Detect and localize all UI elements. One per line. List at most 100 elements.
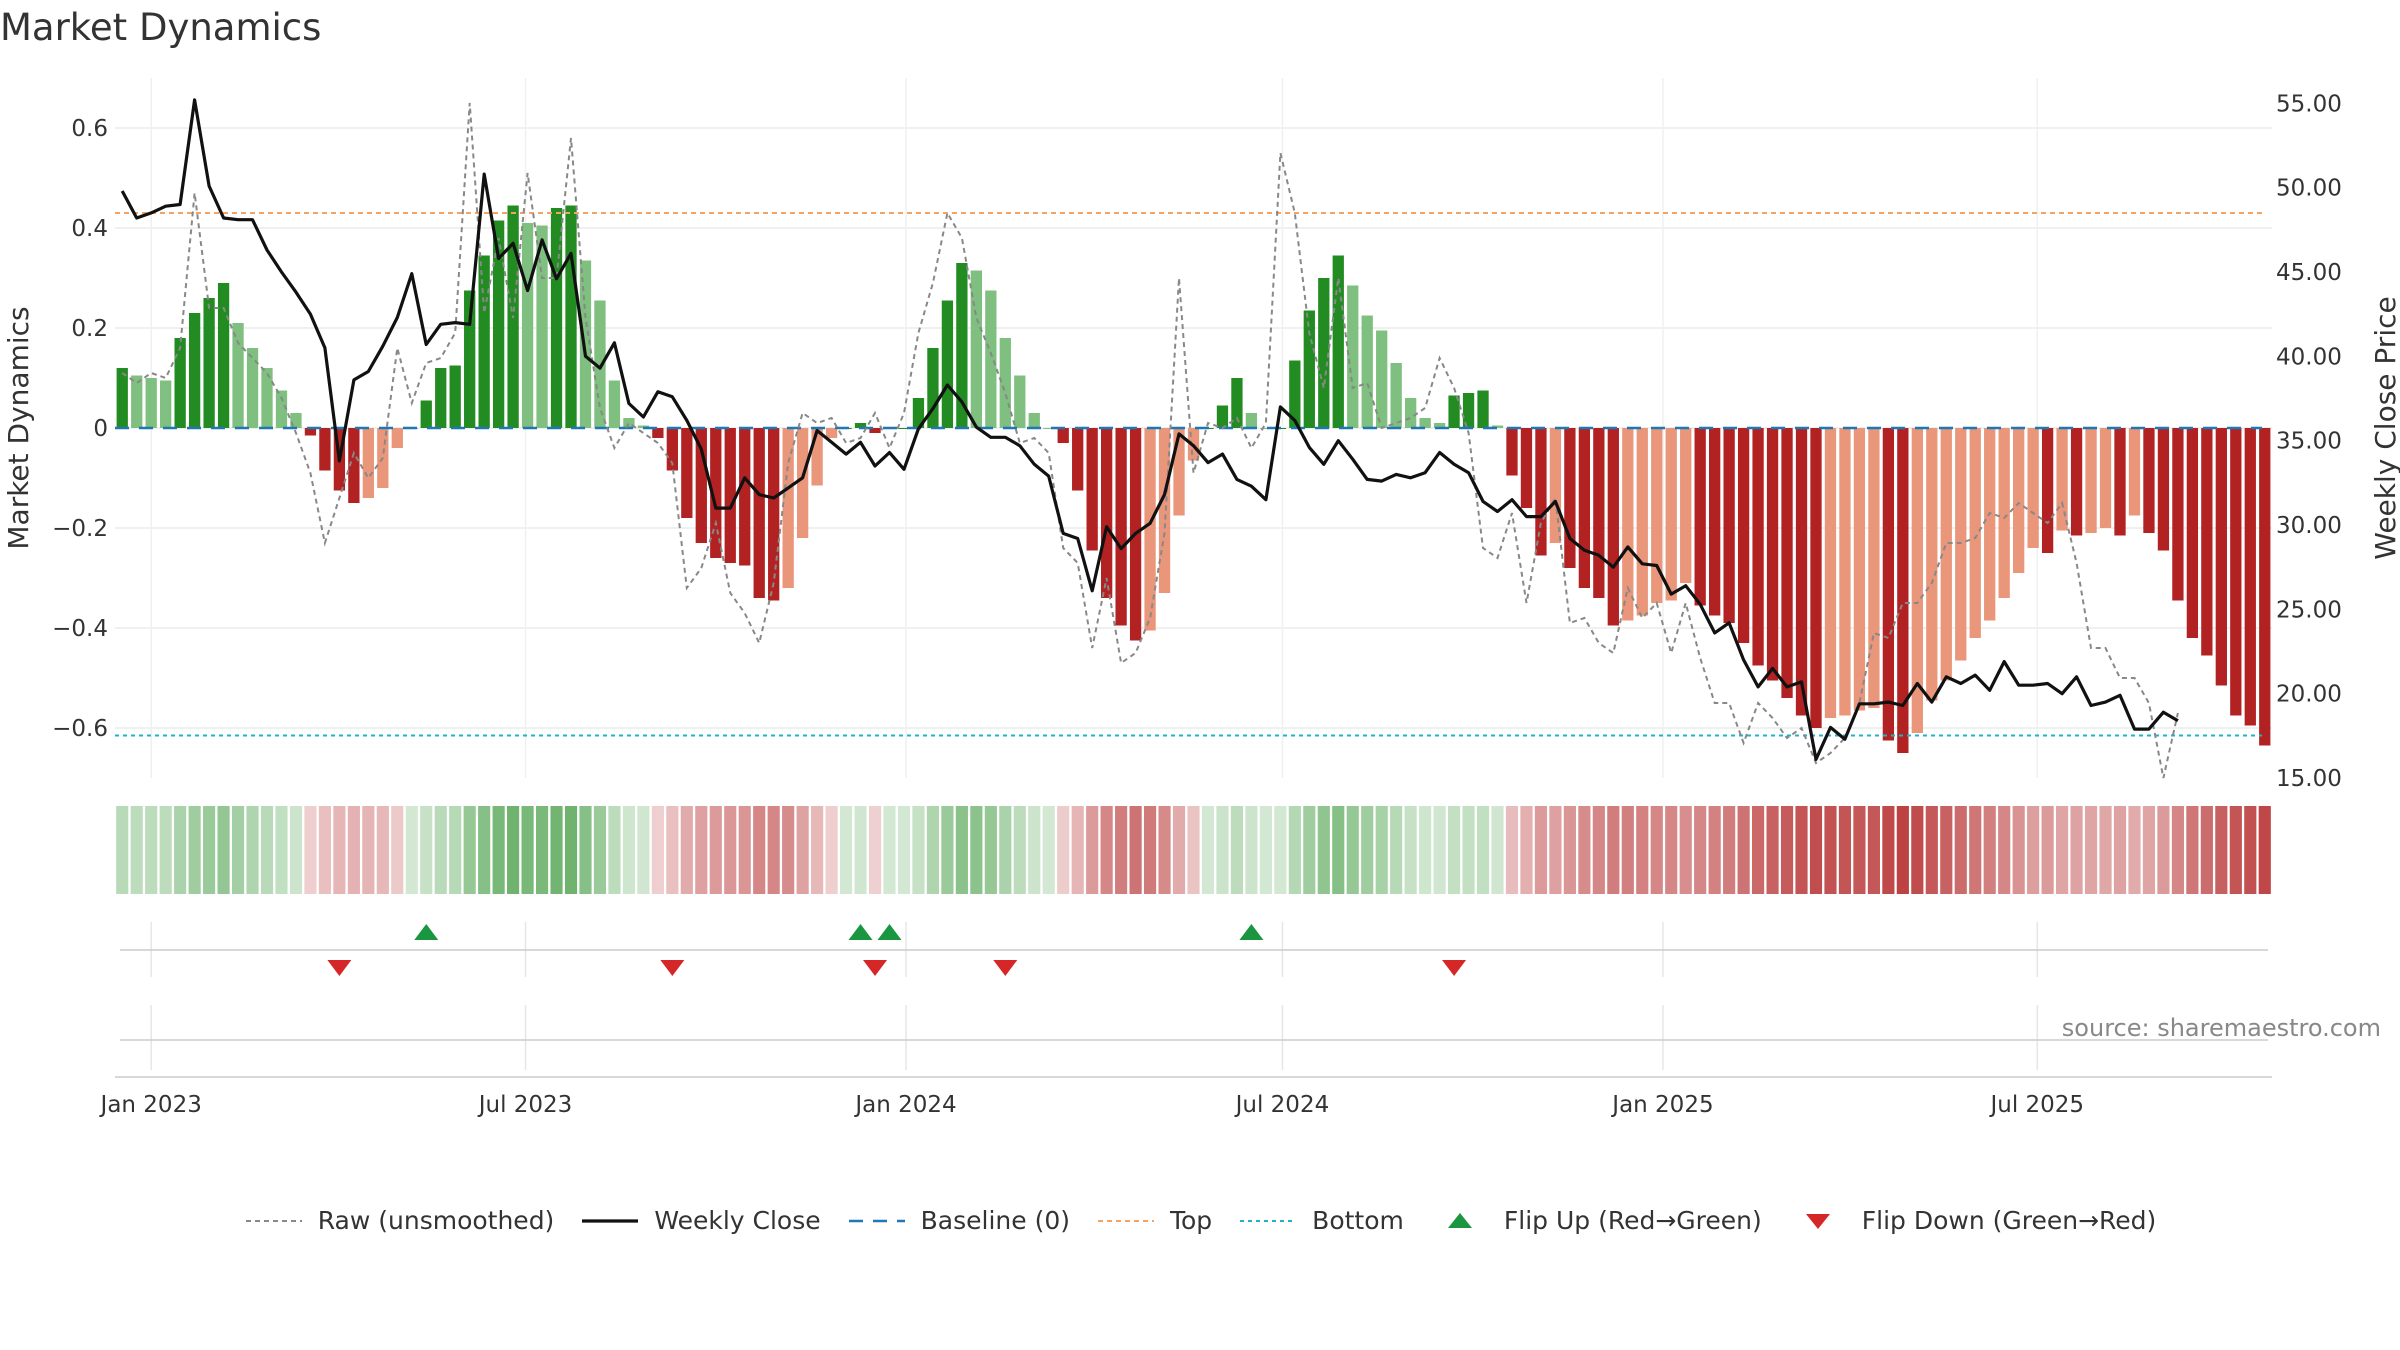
regime-cell <box>1708 806 1721 894</box>
regime-cell <box>1592 806 1605 894</box>
regime-cell <box>1954 806 1967 894</box>
legend-swatch-close <box>582 1218 639 1223</box>
raw-line <box>121 102 2179 779</box>
regime-cell <box>2215 806 2228 894</box>
regime-cell <box>304 806 317 894</box>
legend-item-flip_up: Flip Up (Red→Green) <box>1430 1206 1762 1235</box>
momentum-bar <box>1289 360 1301 428</box>
regime-cell <box>1172 806 1186 894</box>
legend-label: Weekly Close <box>654 1206 821 1235</box>
page-title: Market Dynamics <box>0 6 322 49</box>
regime-cell <box>1086 806 1099 894</box>
momentum-bar <box>1709 428 1721 616</box>
regime-cell <box>579 806 592 894</box>
regime-cell <box>1983 806 1996 894</box>
momentum-bar <box>579 260 592 428</box>
momentum-bar <box>1636 428 1648 616</box>
momentum-bar <box>1897 428 1909 753</box>
momentum-bar <box>2070 428 2083 536</box>
momentum-bar <box>1448 395 1460 428</box>
momentum-bar <box>1824 428 1837 718</box>
regime-cell <box>1187 806 1200 894</box>
momentum-bar <box>1260 428 1272 429</box>
momentum-bar <box>1723 428 1735 623</box>
momentum-bar <box>261 368 273 428</box>
momentum-bar <box>275 390 288 428</box>
regime-cell <box>2084 806 2098 894</box>
momentum-bar <box>811 428 823 486</box>
regime-cell <box>651 806 664 894</box>
regime-cell <box>695 806 708 894</box>
regime-cell <box>1274 806 1287 894</box>
legend-label: Baseline (0) <box>920 1206 1070 1235</box>
regime-cell <box>868 806 882 894</box>
momentum-bar <box>1911 428 1923 733</box>
momentum-bar <box>1752 428 1764 666</box>
regime-cell <box>1317 806 1330 894</box>
regime-cell <box>405 806 418 894</box>
momentum-bar <box>2099 428 2112 528</box>
regime-cell <box>1607 806 1620 894</box>
regime-cell <box>1390 806 1403 894</box>
momentum-bar <box>1361 315 1373 428</box>
momentum-bar <box>768 428 780 601</box>
regime-cell <box>391 806 404 894</box>
momentum-bar <box>956 263 968 428</box>
regime-cell <box>2070 806 2083 894</box>
momentum-bar <box>2201 428 2213 656</box>
regime-cell <box>709 806 722 894</box>
regime-cell <box>1158 806 1171 894</box>
momentum-bar <box>2128 428 2141 516</box>
momentum-bar <box>1969 428 1981 638</box>
axes: 0.6 0.4 0.2 0 −0.2 −0.4 −0.6 55.00 50.00 45.00 40.… <box>52 91 2342 792</box>
regime-cell <box>1679 806 1692 894</box>
momentum-bar <box>1419 418 1431 428</box>
momentum-bar <box>2027 428 2039 548</box>
legend-label: Bottom <box>1312 1206 1404 1235</box>
x-axis: Jan 2023 Jul 2023 Jan 2024 Jul 2024 Jan 2025… <box>99 1076 2272 1118</box>
regime-cell <box>1230 806 1244 894</box>
regime-cell <box>1998 806 2011 894</box>
legend-item-flip_down: Flip Down (Green→Red) <box>1788 1206 2156 1235</box>
momentum-bar <box>391 428 403 448</box>
momentum-bar <box>1578 428 1591 588</box>
momentum-bar <box>1390 363 1402 428</box>
y-tick-label-right: 55.00 <box>2276 91 2342 117</box>
momentum-bar <box>435 368 447 428</box>
momentum-bar <box>1405 398 1417 428</box>
regime-cell <box>912 806 925 894</box>
momentum-bar <box>1535 428 1547 556</box>
regime-cell <box>231 806 245 894</box>
regime-cell <box>1665 806 1678 894</box>
regime-cell <box>1404 806 1417 894</box>
legend-item-top: Top <box>1096 1206 1212 1235</box>
momentum-bar <box>1028 413 1040 428</box>
momentum-bar <box>1607 428 1619 626</box>
legend-swatch-raw <box>245 1219 302 1222</box>
y-tick-label-right: 15.00 <box>2276 766 2342 792</box>
regime-cell <box>347 806 360 894</box>
regime-cell <box>521 806 534 894</box>
legend: Raw (unsmoothed) Weekly Close Baseline (0)… <box>0 1206 2400 1235</box>
regime-cell <box>1534 806 1548 894</box>
regime-cell <box>1650 806 1663 894</box>
momentum-bar <box>1115 428 1127 626</box>
x-tick-label: Jan 2023 <box>99 1092 202 1118</box>
y-tick-label-left: −0.2 <box>52 516 108 542</box>
y-tick-label-left: 0.6 <box>71 116 108 142</box>
regime-cell <box>130 806 143 894</box>
momentum-bar <box>160 380 172 428</box>
regime-cell <box>2186 806 2199 894</box>
y-tick-label-right: 35.00 <box>2276 429 2342 455</box>
regime-cell <box>753 806 766 894</box>
momentum-bar <box>2143 428 2155 533</box>
momentum-bar <box>999 338 1011 428</box>
regime-cell <box>1737 806 1750 894</box>
momentum-bar <box>985 290 997 428</box>
regime-cell <box>1100 806 1113 894</box>
momentum-bar <box>492 220 505 428</box>
regime-cell <box>1071 806 1084 894</box>
regime-cell <box>492 806 505 894</box>
